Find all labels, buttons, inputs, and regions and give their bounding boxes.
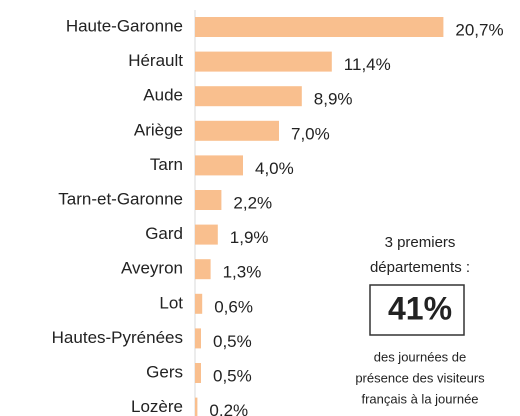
bar [195,397,198,416]
category-label: Haute-Garonne [66,16,183,35]
bar [195,86,302,107]
annotation-heading: départements : [370,259,470,276]
bar [195,293,203,314]
category-label: Aveyron [121,259,183,278]
annotation-caption: présence des visiteurs [355,370,485,385]
bar [195,155,243,176]
category-label: Tarn-et-Garonne [58,189,183,208]
value-label: 1,3% [223,263,262,282]
category-label: Gard [145,224,183,243]
category-label: Ariège [134,120,183,139]
value-label: 11,4% [344,55,391,74]
category-label: Gers [146,362,183,381]
value-label: 20,7% [455,20,503,39]
annotation-caption: des journées de [374,349,467,364]
value-label: 1,9% [230,228,269,247]
annotation-highlight: 41% [388,290,452,326]
bar [195,259,211,280]
bar [195,51,332,72]
value-label: 7,0% [291,124,330,143]
annotation-heading: 3 premiers [385,234,456,251]
bar [195,17,444,37]
bar [195,190,222,210]
bar [195,328,201,349]
category-label: Hérault [128,51,183,70]
bar [195,120,279,141]
value-label: 0,5% [213,332,252,351]
annotation-caption: français à la journée [361,391,478,406]
category-label: Tarn [150,155,183,174]
bar [195,224,218,245]
value-label: 8,9% [314,90,353,109]
value-label: 2,2% [233,193,272,212]
value-label: 4,0% [255,159,294,178]
value-label: 0,6% [214,297,253,316]
category-label: Aude [143,86,183,105]
value-label: 0,5% [213,366,252,385]
category-label: Lozère [131,397,183,416]
category-label: Lot [159,293,183,312]
value-label: 0,2% [209,401,248,416]
category-label: Hautes-Pyrénées [52,328,183,347]
bar [195,363,201,383]
highlight-box [369,284,465,336]
